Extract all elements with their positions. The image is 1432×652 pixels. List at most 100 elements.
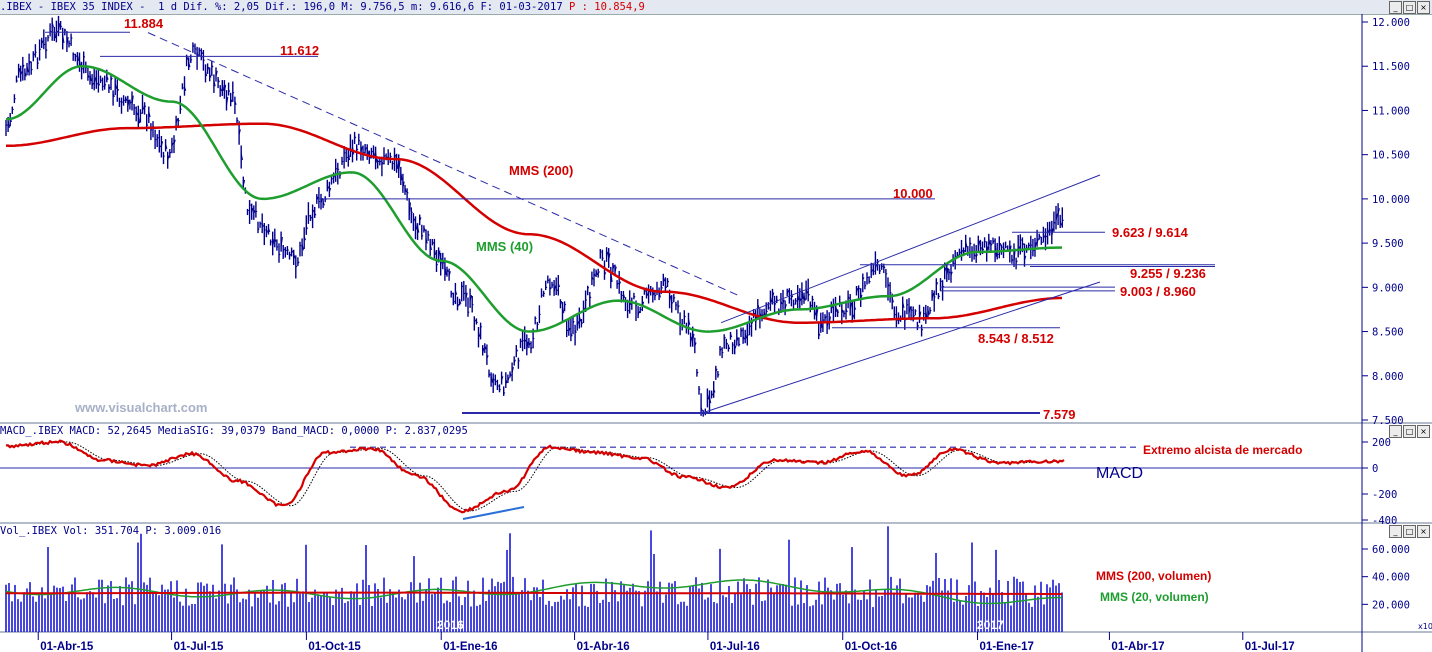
price-close-tick xyxy=(211,65,214,69)
price-close-tick xyxy=(58,23,61,31)
price-close-tick xyxy=(809,303,813,307)
price-close-tick xyxy=(950,271,953,276)
price-close-tick xyxy=(219,87,222,92)
minimize-button[interactable]: _ xyxy=(1389,425,1402,438)
maximize-button[interactable]: □ xyxy=(1403,1,1416,14)
price-close-tick xyxy=(95,82,98,85)
price-close-tick xyxy=(965,241,968,248)
price-close-tick xyxy=(940,280,943,283)
price-close-tick xyxy=(354,136,357,139)
price-close-tick xyxy=(887,283,890,287)
price-close-tick xyxy=(856,287,859,293)
price-close-tick xyxy=(114,83,117,89)
price-close-tick xyxy=(740,329,743,333)
price-close-tick xyxy=(186,57,189,62)
price-close-tick xyxy=(711,392,714,396)
price-close-tick xyxy=(1059,221,1062,226)
price-close-tick xyxy=(652,292,655,297)
price-close-tick xyxy=(786,290,789,295)
price-close-tick xyxy=(24,71,27,77)
stats-label: Dif. %: 2,05 Dif.: 196,0 M: 9.756,5 m: 9… xyxy=(183,1,563,13)
price-close-tick xyxy=(264,229,266,231)
price-close-tick xyxy=(784,304,787,309)
price-close-tick xyxy=(547,278,550,282)
price-close-tick xyxy=(412,218,416,223)
price-close-tick xyxy=(511,366,514,373)
x-tick-label: 01-Abr-17 xyxy=(1111,641,1164,652)
price-close-tick xyxy=(240,153,243,161)
price-close-tick xyxy=(742,336,745,340)
level-label-9003: 9.003 / 8.960 xyxy=(1120,284,1196,299)
x-tick-label: 01-Jul-15 xyxy=(174,641,224,652)
price-close-tick xyxy=(127,99,130,108)
price-window-buttons: _ □ × xyxy=(1389,1,1430,14)
price-close-tick xyxy=(818,332,821,336)
maximize-button[interactable]: □ xyxy=(1403,525,1416,538)
price-close-tick xyxy=(958,251,962,255)
watermark: www.visualchart.com xyxy=(74,400,207,415)
price-close-tick xyxy=(265,230,269,234)
price-ytick-label: 7.500 xyxy=(1372,415,1404,427)
price-close-tick xyxy=(572,320,575,324)
price-close-tick xyxy=(667,280,670,283)
vol20-label: MMS (20, volumen) xyxy=(1100,590,1209,604)
price-close-tick xyxy=(1021,243,1025,247)
price-close-tick xyxy=(910,309,913,311)
mms200-label: MMS (200) xyxy=(509,163,573,178)
price-close-tick xyxy=(377,160,380,163)
price-close-tick xyxy=(417,226,420,233)
price-close-tick xyxy=(427,233,430,236)
price-close-tick xyxy=(788,297,791,300)
price-close-tick xyxy=(780,300,783,305)
year-2016-label: 2016 xyxy=(437,618,464,632)
price-close-tick xyxy=(461,285,464,288)
price-close-tick xyxy=(280,236,283,248)
price-close-tick xyxy=(209,73,212,78)
price-close-tick xyxy=(381,161,384,165)
price-close-tick xyxy=(356,148,359,151)
price-close-tick xyxy=(442,262,445,265)
price-close-tick xyxy=(175,118,178,123)
price-close-tick xyxy=(272,239,275,248)
close-button[interactable]: × xyxy=(1417,525,1430,538)
price-close-tick xyxy=(448,271,451,277)
price-close-tick xyxy=(931,293,934,299)
price-close-tick xyxy=(234,100,237,105)
price-close-tick xyxy=(326,184,330,189)
price-close-tick xyxy=(795,300,798,302)
price-close-tick xyxy=(570,332,573,337)
price-close-tick xyxy=(889,291,892,294)
close-button[interactable]: × xyxy=(1417,425,1430,438)
price-close-tick xyxy=(305,227,309,231)
x-tick-label: 01-Jul-17 xyxy=(1245,641,1295,652)
price-close-tick xyxy=(144,105,147,108)
price-close-tick xyxy=(1019,239,1022,242)
price-ytick-label: 10.000 xyxy=(1372,194,1410,206)
price-close-tick xyxy=(673,296,676,299)
minimize-button[interactable]: _ xyxy=(1389,1,1402,14)
minimize-button[interactable]: _ xyxy=(1389,525,1402,538)
close-button[interactable]: × xyxy=(1417,1,1430,14)
price-close-tick xyxy=(259,222,262,225)
maximize-button[interactable]: □ xyxy=(1403,425,1416,438)
price-close-tick xyxy=(74,55,77,58)
price-close-tick xyxy=(883,266,886,269)
macd-label: MACD xyxy=(1096,465,1143,482)
price-close-tick xyxy=(612,265,615,270)
price-close-tick xyxy=(415,222,418,230)
price-close-tick xyxy=(515,348,519,352)
price-close-tick xyxy=(973,254,976,257)
price-close-tick xyxy=(337,168,340,171)
price-close-tick xyxy=(814,309,817,316)
price-close-tick xyxy=(566,329,569,332)
price-close-tick xyxy=(236,119,239,122)
price-close-tick xyxy=(18,68,21,75)
price-close-tick xyxy=(858,287,861,290)
price-close-tick xyxy=(411,211,413,214)
price-close-tick xyxy=(76,54,80,62)
price-close-tick xyxy=(398,160,401,173)
price-close-tick xyxy=(295,265,298,268)
price-close-tick xyxy=(1038,234,1041,238)
x-tick-label: 01-Jul-16 xyxy=(710,641,760,652)
